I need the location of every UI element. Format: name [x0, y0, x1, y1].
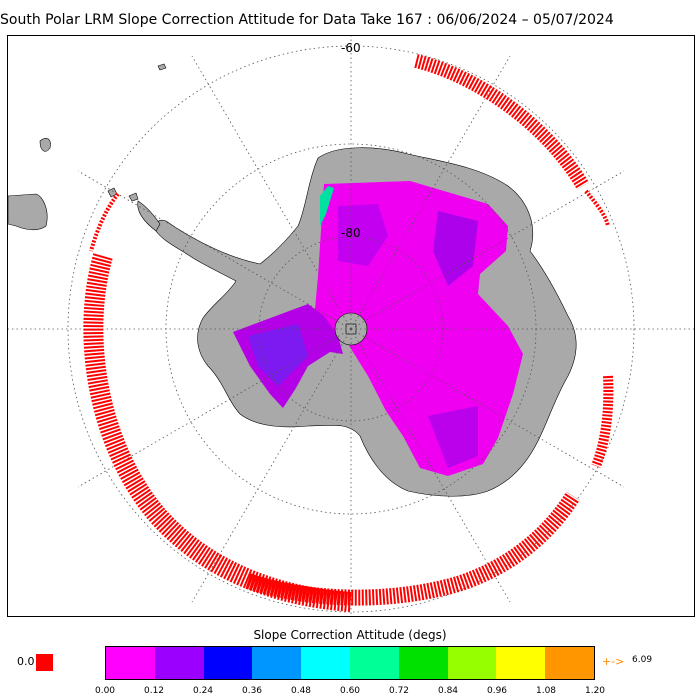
colorbar-tick-label: 0.96	[486, 686, 508, 696]
track-band-south	[245, 491, 580, 606]
colorbar-segment	[301, 647, 350, 679]
lat-circle-80	[258, 236, 444, 422]
colorbar-segment	[398, 647, 448, 679]
south-america-tip	[8, 193, 48, 231]
island-1	[39, 138, 51, 152]
colorbar-tick-label: 1.08	[535, 686, 557, 696]
colorbar-segment	[496, 647, 546, 679]
map-title: South Polar LRM Slope Correction Attitud…	[0, 12, 614, 28]
slope-correction-data	[233, 181, 523, 476]
colorbar-segment	[252, 647, 302, 679]
island-4	[157, 63, 167, 71]
polar-map: -60 -80	[7, 35, 695, 617]
colorbar-tick-label: 0.60	[339, 686, 361, 696]
antarctic-peninsula	[137, 200, 161, 232]
track-band-west	[83, 253, 352, 612]
colorbar-segment	[349, 647, 399, 679]
colorbar-segment	[447, 647, 497, 679]
below-range-swatch	[36, 654, 53, 671]
colorbar-tick-label: 0.84	[437, 686, 459, 696]
colorbar-tick-label: 0.36	[241, 686, 263, 696]
colorbar-tick-label: 0.24	[192, 686, 214, 696]
colorbar-tick-label: 0.72	[388, 686, 410, 696]
track-band-east-thin	[584, 189, 610, 227]
colorbar-tick-label: 1.20	[584, 686, 606, 696]
polar-map-svg: -60 -80	[8, 36, 694, 616]
data-lobe-texture-4	[428, 406, 478, 468]
data-lobe-texture-2	[433, 211, 478, 286]
island-3	[128, 192, 139, 202]
data-lobe-west	[233, 304, 343, 408]
ground-track-bands	[83, 54, 614, 612]
lat-label-60: -60	[341, 41, 361, 55]
colorbar-segment	[545, 647, 594, 679]
below-range-label: 0.0	[17, 655, 35, 668]
colorbar-tick-label: 0.12	[143, 686, 165, 696]
data-lobe-texture-3	[248, 324, 308, 386]
colorbar-segment	[154, 647, 204, 679]
over-range-arrow: +->	[602, 655, 625, 668]
meridians	[8, 36, 694, 616]
colorbar	[105, 646, 595, 680]
colorbar-title: Slope Correction Attitude (degs)	[253, 628, 447, 642]
track-band-east	[591, 375, 614, 468]
data-edge-high	[320, 186, 334, 226]
data-lobe-texture-1	[338, 204, 388, 266]
colorbar-tick-label: 0.00	[94, 686, 116, 696]
track-band-west-thin	[89, 192, 120, 252]
over-range-label: 6.09	[632, 655, 653, 665]
colorbar-tick-label: 0.48	[290, 686, 312, 696]
colorbar-segment	[106, 647, 155, 679]
colorbar-segment	[203, 647, 253, 679]
lat-label-80: -80	[341, 226, 361, 240]
lat-circle-60	[67, 45, 635, 613]
